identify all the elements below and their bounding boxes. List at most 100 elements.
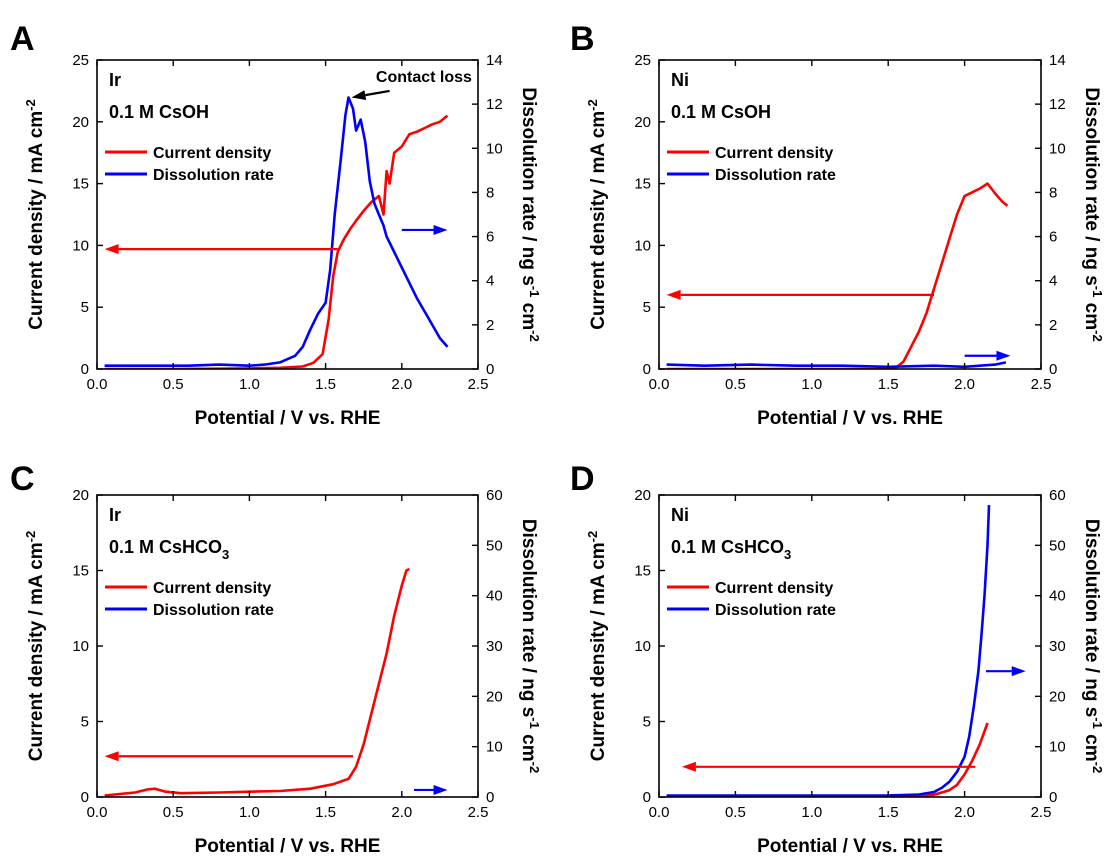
y-tick-label-left: 15 <box>634 563 651 580</box>
y-axis-title-left: Current density / mA cm-2 <box>585 531 609 761</box>
electrolyte-label: 0.1 M CsOH <box>671 102 771 122</box>
y-tick-label-left: 5 <box>643 714 651 731</box>
electrolyte-label: 0.1 M CsHCO3 <box>671 537 791 562</box>
y-tick-label-left: 10 <box>72 638 89 655</box>
legend-label: Dissolution rate <box>153 167 274 184</box>
legend-label: Current density <box>715 145 833 162</box>
y-tick-label-right: 0 <box>486 361 494 378</box>
x-tick-label: 1.0 <box>801 376 822 393</box>
x-tick-label: 0.5 <box>725 376 746 393</box>
x-axis-title: Potential / V vs. RHE <box>195 836 381 857</box>
legend: Current density Dissolution rate <box>667 580 836 619</box>
y-tick-label-right: 60 <box>486 487 503 504</box>
y-tick-label-left: 10 <box>634 237 651 254</box>
y-tick-label-right: 14 <box>1049 52 1066 69</box>
sample-label: Ir <box>109 70 121 90</box>
x-tick-label: 0.5 <box>163 804 184 821</box>
y-axis-title-left: Current density / mA cm-2 <box>585 99 609 329</box>
y-tick-label-left: 5 <box>643 299 651 316</box>
legend-label: Current density <box>715 580 833 597</box>
x-tick-label: 2.0 <box>391 804 412 821</box>
x-tick-label: 2.0 <box>391 376 412 393</box>
legend-label: Current density <box>153 145 271 162</box>
y-tick-label-left: 20 <box>72 114 89 131</box>
series-line-dissolution-rate <box>104 96 449 368</box>
current-density-axis-arrow <box>666 289 935 300</box>
y-tick-label-right: 10 <box>1049 739 1066 756</box>
panel-letter: A <box>10 20 35 58</box>
y-tick-label-left: 15 <box>72 176 89 193</box>
y-tick-label-right: 20 <box>486 688 503 705</box>
dissolution-rate-axis-arrow <box>401 224 448 235</box>
y-tick-label-left: 0 <box>81 789 89 806</box>
x-tick-label: 1.0 <box>239 376 260 393</box>
y-axis-title-right: Dissolution rate / ng s-1 cm-2 <box>518 519 542 773</box>
x-tick-label: 2.5 <box>468 376 489 393</box>
y-tick-label-left: 20 <box>634 114 651 131</box>
y-tick-label-right: 8 <box>1049 184 1057 201</box>
annotation-label: Contact loss <box>376 69 472 86</box>
panel-letter: C <box>10 460 35 498</box>
sample-label: Ni <box>671 505 689 525</box>
y-tick-label-left: 15 <box>634 176 651 193</box>
legend-label: Current density <box>153 580 271 597</box>
y-tick-label-left: 0 <box>643 789 651 806</box>
x-axis-title: Potential / V vs. RHE <box>757 408 943 429</box>
y-axis-title-right: Dissolution rate / ng s-1 cm-2 <box>1081 519 1104 773</box>
y-axis-title-right: Dissolution rate / ng s-1 cm-2 <box>1081 87 1104 341</box>
x-tick-label: 1.5 <box>315 376 336 393</box>
chart-panel-c: C0.0 0.5 1.0 1.5 2.0 2.5051015200102030405060… <box>10 460 542 857</box>
chart-panel-d: D0.0 0.5 1.0 1.5 2.0 2.5051015200102030405060… <box>570 460 1104 857</box>
y-tick-label-left: 25 <box>634 52 651 69</box>
y-tick-label-right: 40 <box>486 588 503 605</box>
x-tick-label: 0.0 <box>649 804 670 821</box>
x-tick-label: 0.5 <box>163 376 184 393</box>
y-tick-label-right: 20 <box>1049 688 1066 705</box>
plot-frame <box>658 59 1042 370</box>
y-tick-label-right: 12 <box>1049 96 1066 113</box>
x-tick-label: 0.0 <box>649 376 670 393</box>
sample-label: Ni <box>671 70 689 90</box>
x-tick-label: 0.5 <box>725 804 746 821</box>
x-axis-title: Potential / V vs. RHE <box>757 836 943 857</box>
series-line-current-density <box>666 182 1009 369</box>
legend-label: Dissolution rate <box>715 602 836 619</box>
plot-frame <box>96 59 479 370</box>
y-tick-label-left: 20 <box>72 487 89 504</box>
series-line-dissolution-rate <box>666 505 991 797</box>
y-tick-label-left: 0 <box>81 361 89 378</box>
y-tick-label-left: 5 <box>81 714 89 731</box>
y-tick-label-right: 50 <box>486 537 503 554</box>
x-tick-label: 0.0 <box>87 376 108 393</box>
series-line-current-density <box>666 722 989 797</box>
y-tick-label-right: 4 <box>486 273 494 290</box>
dissolution-rate-axis-arrow <box>413 784 448 795</box>
series-line-current-density <box>104 567 410 797</box>
x-axis-title: Potential / V vs. RHE <box>195 408 381 429</box>
y-tick-label-right: 0 <box>1049 789 1057 806</box>
x-tick-label: 1.5 <box>878 376 899 393</box>
y-tick-label-right: 6 <box>486 229 494 246</box>
y-tick-label-right: 10 <box>1049 140 1066 157</box>
legend: Current density Dissolution rate <box>105 145 274 184</box>
chart-panel-a: A0.0 0.5 1.0 1.5 2.0 2.5051015202502468101214… <box>10 20 542 429</box>
x-tick-label: 2.5 <box>1031 376 1052 393</box>
panel-letter: B <box>570 20 595 58</box>
y-tick-label-left: 15 <box>72 563 89 580</box>
y-tick-label-right: 2 <box>486 317 494 334</box>
y-tick-label-right: 10 <box>486 140 503 157</box>
y-tick-label-right: 10 <box>486 739 503 756</box>
y-tick-label-left: 20 <box>634 487 651 504</box>
y-tick-label-right: 8 <box>486 184 494 201</box>
x-tick-label: 2.0 <box>954 804 975 821</box>
current-density-axis-arrow <box>104 244 338 255</box>
panel-letter: D <box>570 460 595 498</box>
y-tick-label-right: 4 <box>1049 273 1057 290</box>
x-tick-label: 1.0 <box>239 804 260 821</box>
x-tick-label: 0.0 <box>87 804 108 821</box>
series-line-current-density <box>104 114 449 369</box>
y-tick-label-left: 5 <box>81 299 89 316</box>
y-tick-label-right: 6 <box>1049 229 1057 246</box>
y-tick-label-right: 2 <box>1049 317 1057 334</box>
